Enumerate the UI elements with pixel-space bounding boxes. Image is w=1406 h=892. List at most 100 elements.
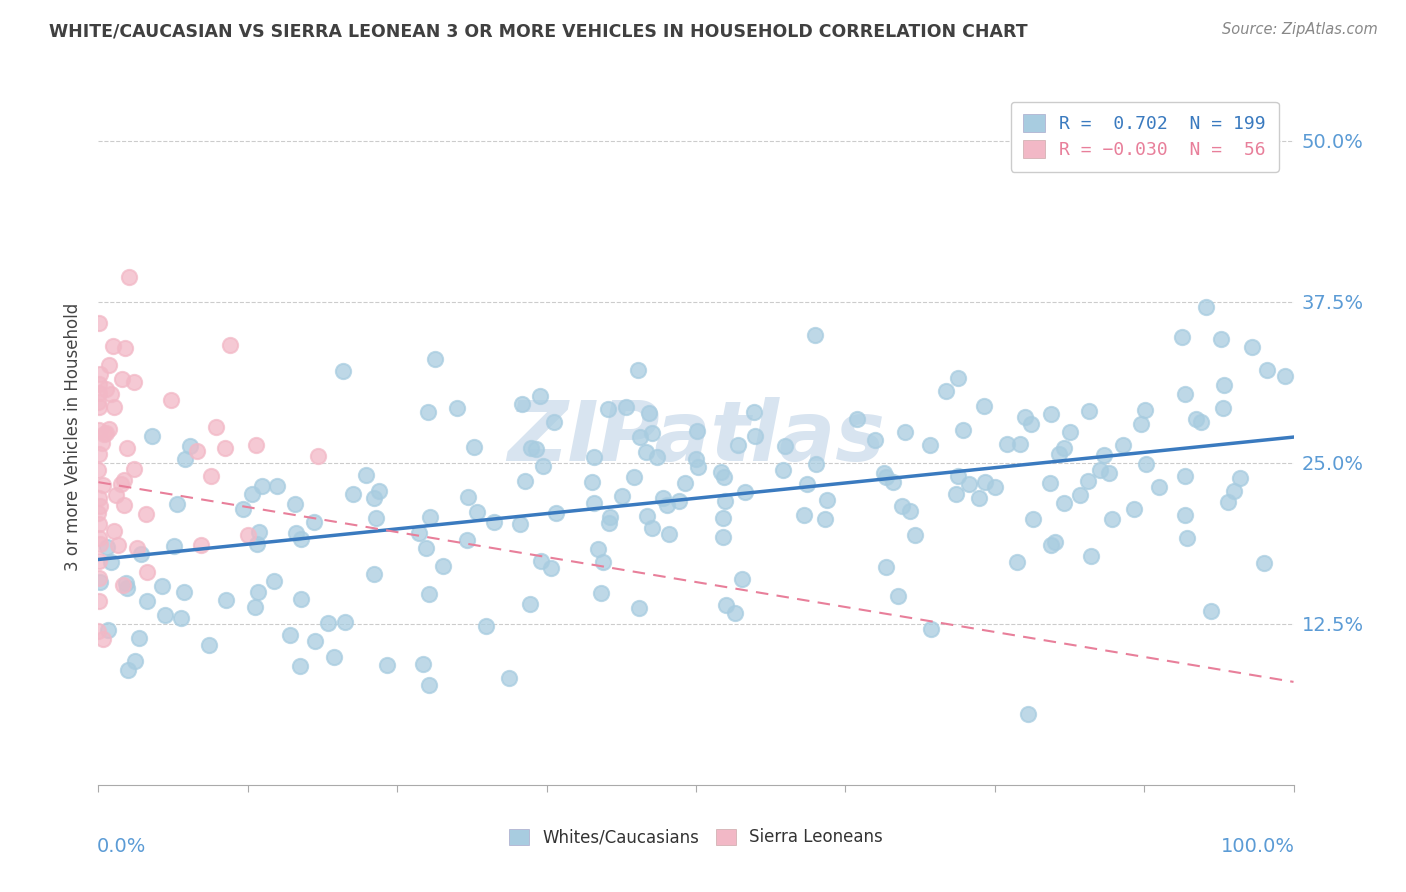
- Point: [658, 527, 681, 541]
- Point: [166, 497, 188, 511]
- Point: [711, 511, 734, 525]
- Point: [519, 441, 541, 455]
- Point: [214, 441, 236, 455]
- Point: [1223, 483, 1246, 498]
- Point: [673, 475, 696, 490]
- Point: [89, 537, 111, 551]
- Point: [1229, 470, 1251, 484]
- Point: [530, 554, 553, 568]
- Point: [655, 498, 678, 512]
- Point: [412, 657, 434, 672]
- Point: [91, 478, 114, 492]
- Point: [543, 415, 565, 429]
- Text: 100.0%: 100.0%: [1220, 837, 1295, 856]
- Point: [457, 490, 479, 504]
- Point: [363, 491, 385, 506]
- Point: [93, 427, 115, 442]
- Point: [302, 515, 325, 529]
- Point: [1088, 463, 1111, 477]
- Point: [266, 479, 288, 493]
- Point: [124, 376, 146, 390]
- Point: [894, 425, 917, 439]
- Point: [814, 512, 837, 526]
- Point: [323, 650, 346, 665]
- Point: [887, 589, 910, 603]
- Point: [1216, 494, 1239, 508]
- Text: ZIPatlas: ZIPatlas: [508, 397, 884, 477]
- Point: [456, 533, 478, 548]
- Point: [1092, 448, 1115, 462]
- Point: [200, 468, 222, 483]
- Point: [150, 579, 173, 593]
- Point: [354, 467, 377, 482]
- Point: [627, 600, 650, 615]
- Point: [804, 457, 827, 471]
- Point: [179, 439, 201, 453]
- Point: [170, 611, 193, 625]
- Point: [112, 578, 135, 592]
- Point: [246, 537, 269, 551]
- Point: [1122, 502, 1144, 516]
- Point: [375, 658, 398, 673]
- Point: [263, 574, 285, 589]
- Point: [115, 441, 138, 455]
- Point: [368, 484, 391, 499]
- Point: [509, 516, 531, 531]
- Point: [186, 444, 208, 458]
- Point: [318, 615, 340, 630]
- Text: WHITE/CAUCASIAN VS SIERRA LEONEAN 3 OR MORE VEHICLES IN HOUSEHOLD CORRELATION CH: WHITE/CAUCASIAN VS SIERRA LEONEAN 3 OR M…: [49, 22, 1028, 40]
- Point: [332, 363, 354, 377]
- Point: [1133, 403, 1156, 417]
- Point: [87, 385, 110, 400]
- Point: [598, 516, 620, 531]
- Point: [333, 615, 356, 629]
- Point: [1022, 512, 1045, 526]
- Point: [544, 506, 567, 520]
- Point: [510, 397, 533, 411]
- Point: [96, 425, 118, 440]
- Point: [87, 571, 110, 585]
- Point: [920, 622, 942, 636]
- Point: [129, 547, 152, 561]
- Point: [87, 423, 110, 437]
- Point: [668, 494, 690, 508]
- Point: [581, 475, 603, 489]
- Point: [1039, 475, 1062, 490]
- Point: [446, 401, 468, 416]
- Point: [1047, 447, 1070, 461]
- Point: [91, 632, 114, 647]
- Point: [898, 504, 921, 518]
- Point: [1175, 531, 1198, 545]
- Point: [190, 538, 212, 552]
- Point: [87, 531, 110, 545]
- Point: [815, 493, 838, 508]
- Point: [307, 450, 329, 464]
- Point: [219, 338, 242, 352]
- Point: [1077, 475, 1099, 489]
- Point: [107, 538, 129, 552]
- Point: [583, 496, 606, 510]
- Point: [232, 501, 254, 516]
- Y-axis label: 3 or more Vehicles in Household: 3 or more Vehicles in Household: [65, 303, 83, 571]
- Point: [952, 423, 974, 437]
- Point: [1174, 468, 1197, 483]
- Point: [110, 477, 132, 491]
- Point: [1019, 417, 1042, 432]
- Point: [592, 556, 614, 570]
- Point: [103, 339, 125, 353]
- Point: [96, 382, 118, 396]
- Point: [727, 438, 749, 452]
- Point: [775, 439, 797, 453]
- Point: [100, 386, 122, 401]
- Point: [1201, 605, 1223, 619]
- Point: [612, 489, 634, 503]
- Point: [1130, 417, 1153, 432]
- Point: [1005, 555, 1028, 569]
- Point: [1098, 466, 1121, 480]
- Point: [115, 576, 138, 591]
- Point: [540, 561, 562, 575]
- Point: [197, 639, 219, 653]
- Point: [1274, 368, 1296, 383]
- Point: [278, 628, 301, 642]
- Point: [1185, 411, 1208, 425]
